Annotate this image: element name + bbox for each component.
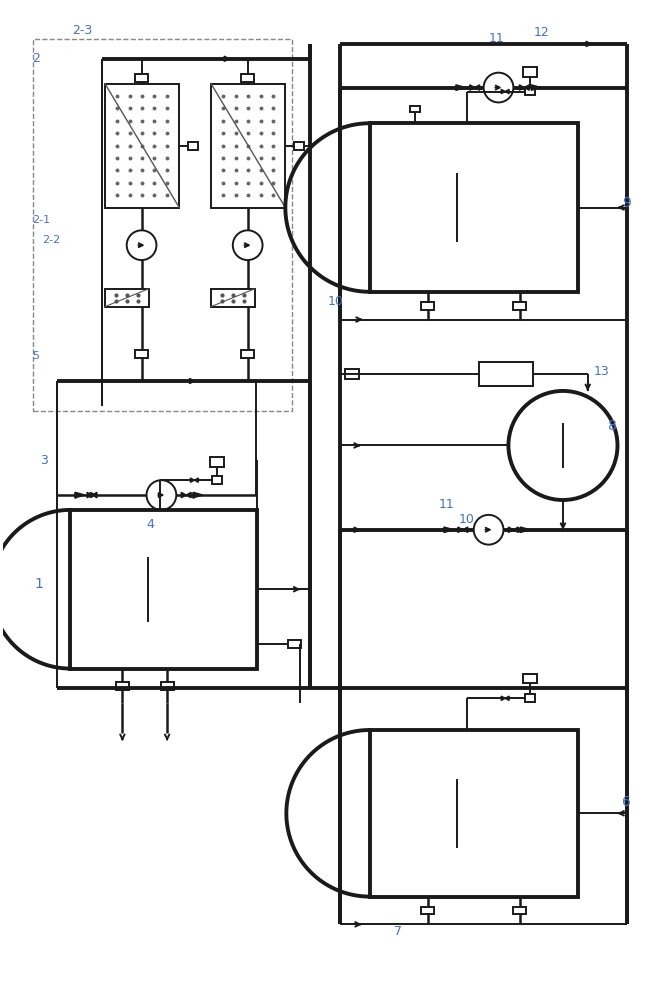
Polygon shape bbox=[92, 492, 97, 498]
Text: 10: 10 bbox=[459, 513, 475, 526]
Bar bbox=[135, 74, 148, 82]
Polygon shape bbox=[463, 527, 468, 532]
Bar bbox=[525, 694, 535, 702]
Bar bbox=[411, 106, 421, 112]
Bar bbox=[525, 88, 535, 95]
Bar bbox=[210, 457, 224, 467]
Bar bbox=[135, 350, 148, 358]
Bar bbox=[116, 682, 129, 690]
Text: 2-2: 2-2 bbox=[42, 235, 61, 245]
Bar bbox=[105, 84, 179, 208]
Bar bbox=[33, 39, 292, 411]
Bar bbox=[345, 369, 359, 379]
Polygon shape bbox=[531, 85, 541, 90]
Polygon shape bbox=[444, 527, 454, 532]
Bar bbox=[188, 142, 198, 150]
Polygon shape bbox=[514, 527, 518, 532]
Bar bbox=[212, 476, 222, 484]
Polygon shape bbox=[501, 696, 505, 700]
Polygon shape bbox=[508, 527, 514, 532]
Text: 6: 6 bbox=[622, 795, 631, 809]
Bar bbox=[370, 730, 578, 897]
Polygon shape bbox=[458, 527, 463, 532]
Polygon shape bbox=[524, 85, 529, 90]
Bar bbox=[161, 682, 174, 690]
Polygon shape bbox=[520, 527, 530, 532]
Polygon shape bbox=[505, 696, 509, 700]
Polygon shape bbox=[519, 85, 524, 90]
Circle shape bbox=[146, 480, 176, 510]
Text: 4: 4 bbox=[146, 518, 154, 531]
Polygon shape bbox=[87, 492, 92, 498]
Text: 9: 9 bbox=[622, 196, 631, 210]
Text: 1: 1 bbox=[35, 577, 44, 591]
Text: 5: 5 bbox=[33, 351, 40, 361]
Text: 10: 10 bbox=[328, 295, 344, 308]
Bar bbox=[370, 123, 578, 292]
Polygon shape bbox=[456, 85, 466, 90]
Polygon shape bbox=[181, 492, 186, 498]
Bar bbox=[421, 907, 434, 914]
Text: 2: 2 bbox=[33, 52, 40, 65]
Polygon shape bbox=[75, 492, 85, 498]
Bar bbox=[513, 302, 526, 310]
Text: 11: 11 bbox=[489, 32, 505, 45]
Text: 12: 12 bbox=[533, 26, 549, 39]
Bar bbox=[478, 362, 533, 386]
Text: 13: 13 bbox=[594, 365, 609, 378]
Text: 3: 3 bbox=[40, 454, 48, 467]
Polygon shape bbox=[190, 478, 195, 482]
Bar bbox=[105, 289, 148, 307]
Text: 8: 8 bbox=[607, 419, 616, 433]
Text: 2-1: 2-1 bbox=[33, 215, 51, 225]
Circle shape bbox=[474, 515, 503, 545]
Bar bbox=[288, 640, 301, 648]
Bar bbox=[70, 510, 256, 669]
Text: 2-3: 2-3 bbox=[72, 24, 92, 37]
Bar bbox=[242, 350, 254, 358]
Bar bbox=[242, 74, 254, 82]
Circle shape bbox=[233, 230, 262, 260]
Text: 11: 11 bbox=[439, 498, 455, 511]
Text: 7: 7 bbox=[395, 925, 402, 938]
Polygon shape bbox=[501, 89, 505, 94]
Polygon shape bbox=[193, 492, 203, 498]
Circle shape bbox=[127, 230, 156, 260]
Bar bbox=[523, 67, 537, 77]
Circle shape bbox=[508, 391, 618, 500]
Bar bbox=[211, 289, 255, 307]
Bar bbox=[513, 907, 526, 914]
Polygon shape bbox=[470, 85, 475, 90]
Bar bbox=[421, 302, 434, 310]
Bar bbox=[294, 142, 304, 150]
Bar bbox=[211, 84, 285, 208]
Circle shape bbox=[484, 73, 514, 102]
Bar bbox=[523, 674, 537, 683]
Polygon shape bbox=[475, 85, 480, 90]
Polygon shape bbox=[186, 492, 191, 498]
Polygon shape bbox=[505, 89, 509, 94]
Polygon shape bbox=[195, 478, 199, 482]
